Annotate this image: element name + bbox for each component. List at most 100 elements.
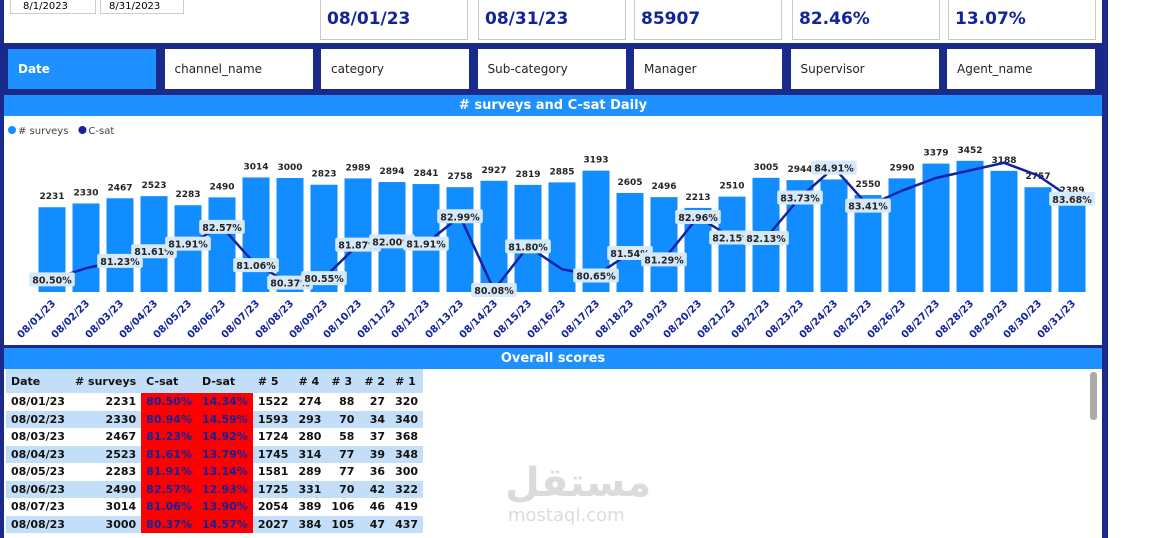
table-row: 08/03/23 2467 81.23% 14.92% 1724 280 58 37 368 (6, 428, 424, 446)
bar-label: 3000 (277, 163, 302, 173)
line-label: 80.65% (573, 268, 619, 283)
table-cell: 36 (369, 465, 386, 479)
line-label-text: 81.23% (100, 257, 140, 268)
line-label: 82.13% (743, 231, 789, 246)
table-cell: 81.23% (141, 428, 197, 446)
label-box (573, 268, 619, 283)
label-box (233, 258, 279, 273)
line-label-text: 80.65% (576, 272, 616, 283)
bar-label: 2757 (1025, 172, 1050, 182)
header-cell: C-sat (141, 369, 197, 393)
bar-label: 2989 (345, 163, 370, 173)
table-cell: 88 (339, 395, 355, 409)
table-cell: 27 (369, 395, 386, 409)
bar (990, 170, 1018, 292)
table-cell: 08/03/23 (11, 430, 65, 444)
line-label-text: 81.80% (508, 242, 548, 253)
bar-label: 2990 (889, 163, 914, 173)
table-cell: 08/05/23 (11, 465, 65, 479)
table-cell: 289 (298, 465, 322, 479)
table-cell: 1593 (257, 412, 289, 426)
chart: # surveys C-sat 2231 2330 2467 2523 2283 2490 30… (8, 126, 1095, 341)
bar-label: 2550 (855, 180, 880, 190)
line-label: 83.41% (845, 198, 891, 213)
slicer[interactable]: category (321, 49, 469, 89)
table-cell: 2231 (105, 395, 137, 409)
line-label-text: 81.91% (168, 240, 208, 251)
line-label: 81.80% (505, 239, 551, 254)
bar-label: 2523 (141, 181, 166, 191)
table-cell: 293 (298, 412, 322, 426)
line-label: 83.68% (1049, 191, 1095, 206)
header-cell: # 3 (326, 369, 360, 393)
table-cell: 368 (395, 430, 419, 444)
bar-label: 2283 (175, 190, 200, 200)
table-cell: 2490 (105, 482, 137, 496)
bar-label: 2944 (787, 165, 812, 175)
table-cell: 280 (298, 430, 322, 444)
line-label-text: 83.73% (780, 194, 820, 205)
end-date[interactable]: 8/31/2023 (100, 0, 184, 14)
bar-label: 2885 (549, 167, 574, 177)
table-cell: 08/04/23 (11, 447, 65, 461)
frame-left (0, 0, 4, 538)
slicer[interactable]: Supervisor (790, 49, 939, 89)
line-label-text: 81.87% (338, 241, 378, 252)
table-cell: 70 (339, 482, 355, 496)
bar (208, 197, 236, 292)
slicer[interactable]: channel_name (164, 49, 313, 89)
bar (548, 182, 576, 292)
bar (446, 187, 474, 292)
table-cell: 81.61% (141, 445, 197, 463)
label-box (811, 160, 857, 175)
line-label-text: 81.61% (134, 247, 174, 258)
table-cell: 384 (298, 517, 322, 531)
bar-label: 3193 (583, 156, 608, 166)
bar-label: 3188 (991, 156, 1016, 166)
table-row: 08/01/23 2231 80.50% 14.34% 1522 274 88 27 320 (6, 393, 424, 411)
header-cell: D-sat (197, 369, 253, 393)
bar (140, 196, 168, 292)
chart-title: # surveys and C-sat Daily (4, 95, 1102, 116)
label-box (471, 282, 517, 297)
table-cell: 77 (339, 447, 355, 461)
slicer[interactable]: Sub-category (477, 49, 626, 89)
table-cell: 70 (339, 412, 355, 426)
line-label-text: 80.37% (270, 279, 310, 290)
table-cell: 81.06% (141, 498, 197, 516)
table-cell: 14.59% (197, 410, 253, 428)
table-cell: 2330 (105, 412, 137, 426)
table-row: 08/05/23 2283 81.91% 13.14% 1581 289 77 36 300 (6, 463, 424, 481)
bar-label: 2490 (209, 182, 234, 192)
label-box (199, 219, 245, 234)
label-box (641, 252, 687, 267)
start-date[interactable]: 8/1/2023 (10, 0, 96, 14)
slicer[interactable]: Manager (634, 49, 782, 89)
legend-marker (78, 126, 87, 134)
bar-label: 2467 (107, 183, 132, 193)
kpi-card: 08/01/23 (320, 0, 468, 40)
table-cell: 106 (331, 500, 355, 514)
table-cell: 58 (339, 430, 355, 444)
bar (72, 203, 100, 292)
header-cell: # 2 (359, 369, 391, 393)
line-label-text: 83.68% (1052, 195, 1092, 206)
table-cell: 274 (298, 395, 322, 409)
legend-label: C-sat (88, 126, 114, 137)
line-label-text: 82.15% (712, 234, 752, 245)
slicer[interactable]: Agent_name (947, 49, 1095, 89)
table-cell: 340 (395, 412, 419, 426)
line-label-text: 81.54% (610, 249, 650, 260)
line-label-text: 80.50% (32, 275, 72, 286)
table-cell: 1522 (257, 395, 289, 409)
table-cell: 39 (369, 447, 386, 461)
scrollbar[interactable] (1090, 372, 1097, 420)
slicer[interactable]: Date (8, 49, 156, 89)
bar-label: 2213 (685, 193, 710, 203)
watermark: مستقل (505, 460, 652, 506)
bar-label: 2758 (447, 172, 472, 182)
legend-label: # surveys (18, 126, 68, 137)
kpi-card: 13.07% (948, 0, 1096, 40)
table-cell: 437 (395, 517, 419, 531)
bar (888, 178, 916, 292)
